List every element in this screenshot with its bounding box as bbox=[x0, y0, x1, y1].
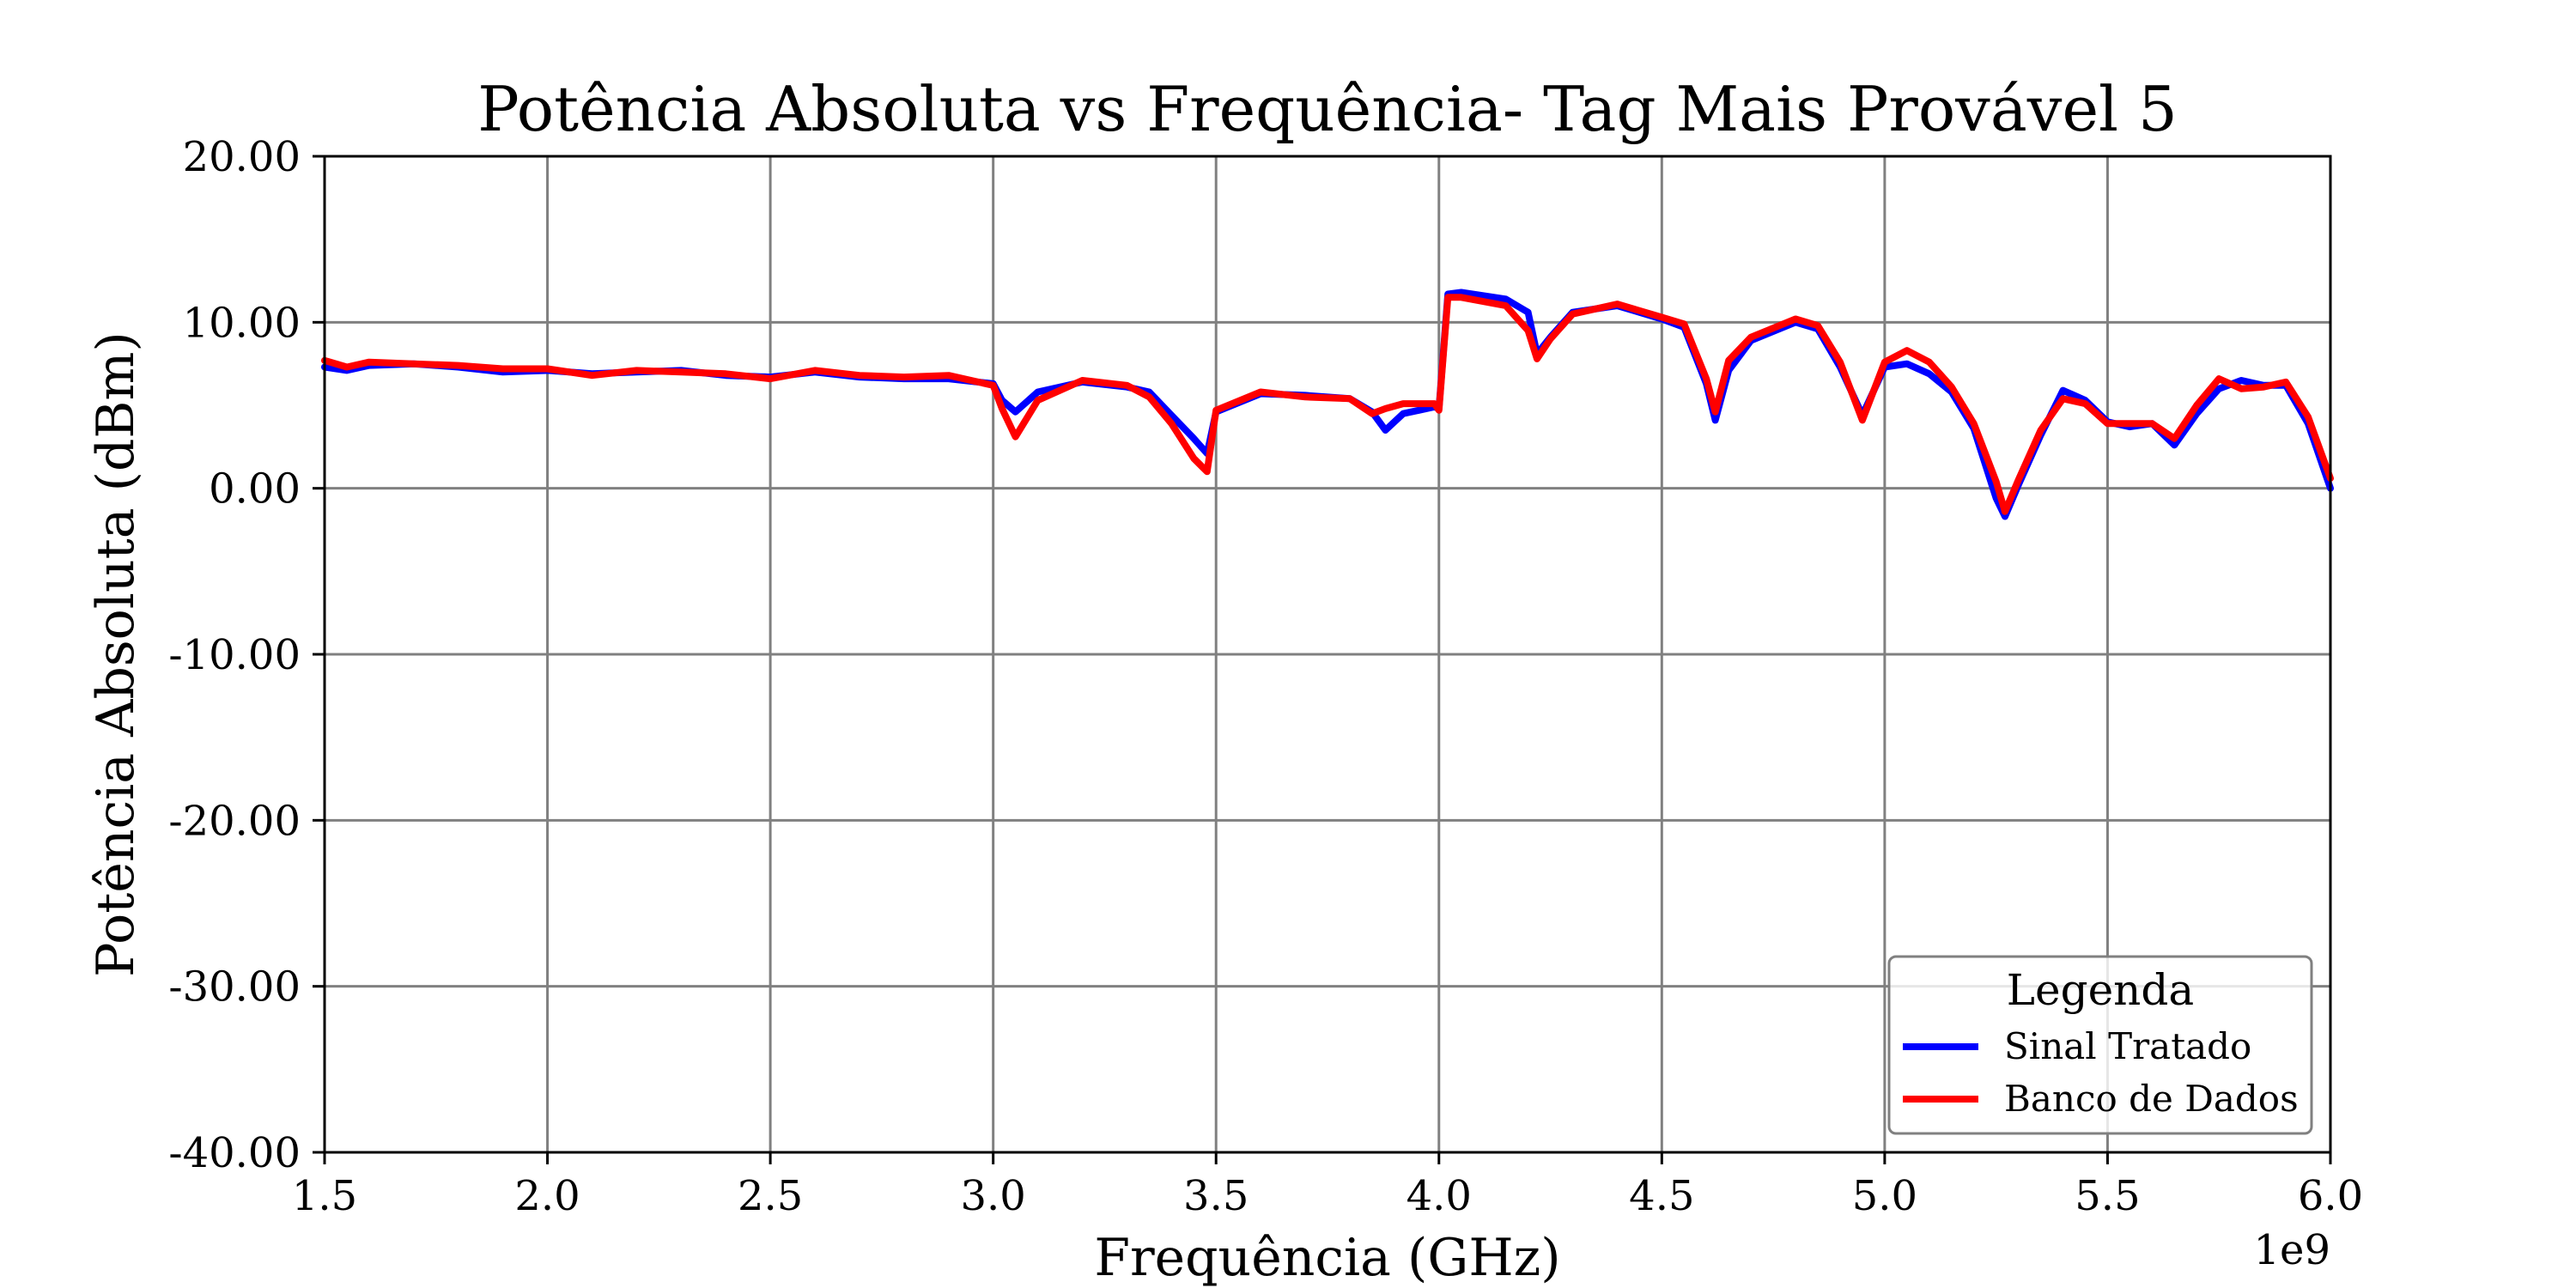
y-tick-label: -20.00 bbox=[168, 797, 301, 845]
x-offset-label: 1e9 bbox=[2254, 1226, 2330, 1274]
y-tick-label: 10.00 bbox=[183, 299, 301, 347]
x-tick-label: 6.0 bbox=[2298, 1172, 2363, 1220]
x-tick-label: 5.5 bbox=[2075, 1172, 2140, 1220]
series-line-sinal-tratado bbox=[321, 289, 2334, 520]
x-tick-label: 4.5 bbox=[1629, 1172, 1694, 1220]
legend-label-sinal-tratado: Sinal Tratado bbox=[2004, 1025, 2251, 1067]
axis-ticks: 1.5 2.0 2.5 3.0 3.5 4.0 4.5 5.0 5.5 6.0 -40.00 -30.… bbox=[168, 133, 2363, 1220]
y-axis-label: Potência Absoluta (dBm) bbox=[86, 331, 146, 977]
x-tick-label: 5.0 bbox=[1852, 1172, 1917, 1220]
series-layer bbox=[321, 289, 2334, 520]
legend-box bbox=[1887, 955, 2313, 1135]
y-tick-label: 0.00 bbox=[209, 465, 301, 513]
chart-title: Potência Absoluta vs Frequência- Tag Mai… bbox=[477, 73, 2178, 145]
legend: Legenda Sinal Tratado Banco de Dados bbox=[1887, 955, 2313, 1135]
x-tick-label: 4.0 bbox=[1406, 1172, 1472, 1220]
y-tick-label: -30.00 bbox=[168, 963, 301, 1012]
y-tick-label: -40.00 bbox=[168, 1129, 301, 1177]
legend-label-banco-de-dados: Banco de Dados bbox=[2004, 1078, 2299, 1120]
x-tick-label: 1.5 bbox=[292, 1172, 357, 1220]
x-axis-label: Frequência (GHz) bbox=[1094, 1228, 1560, 1288]
x-tick-label: 3.5 bbox=[1183, 1172, 1249, 1220]
y-tick-label: -10.00 bbox=[168, 631, 301, 679]
x-tick-label: 2.0 bbox=[514, 1172, 580, 1220]
legend-title: Legenda bbox=[2007, 965, 2194, 1015]
y-tick-label: 20.00 bbox=[183, 133, 301, 181]
x-tick-label: 2.5 bbox=[738, 1172, 803, 1220]
series-line-banco-de-dados bbox=[321, 294, 2334, 515]
x-tick-label: 3.0 bbox=[960, 1172, 1025, 1220]
